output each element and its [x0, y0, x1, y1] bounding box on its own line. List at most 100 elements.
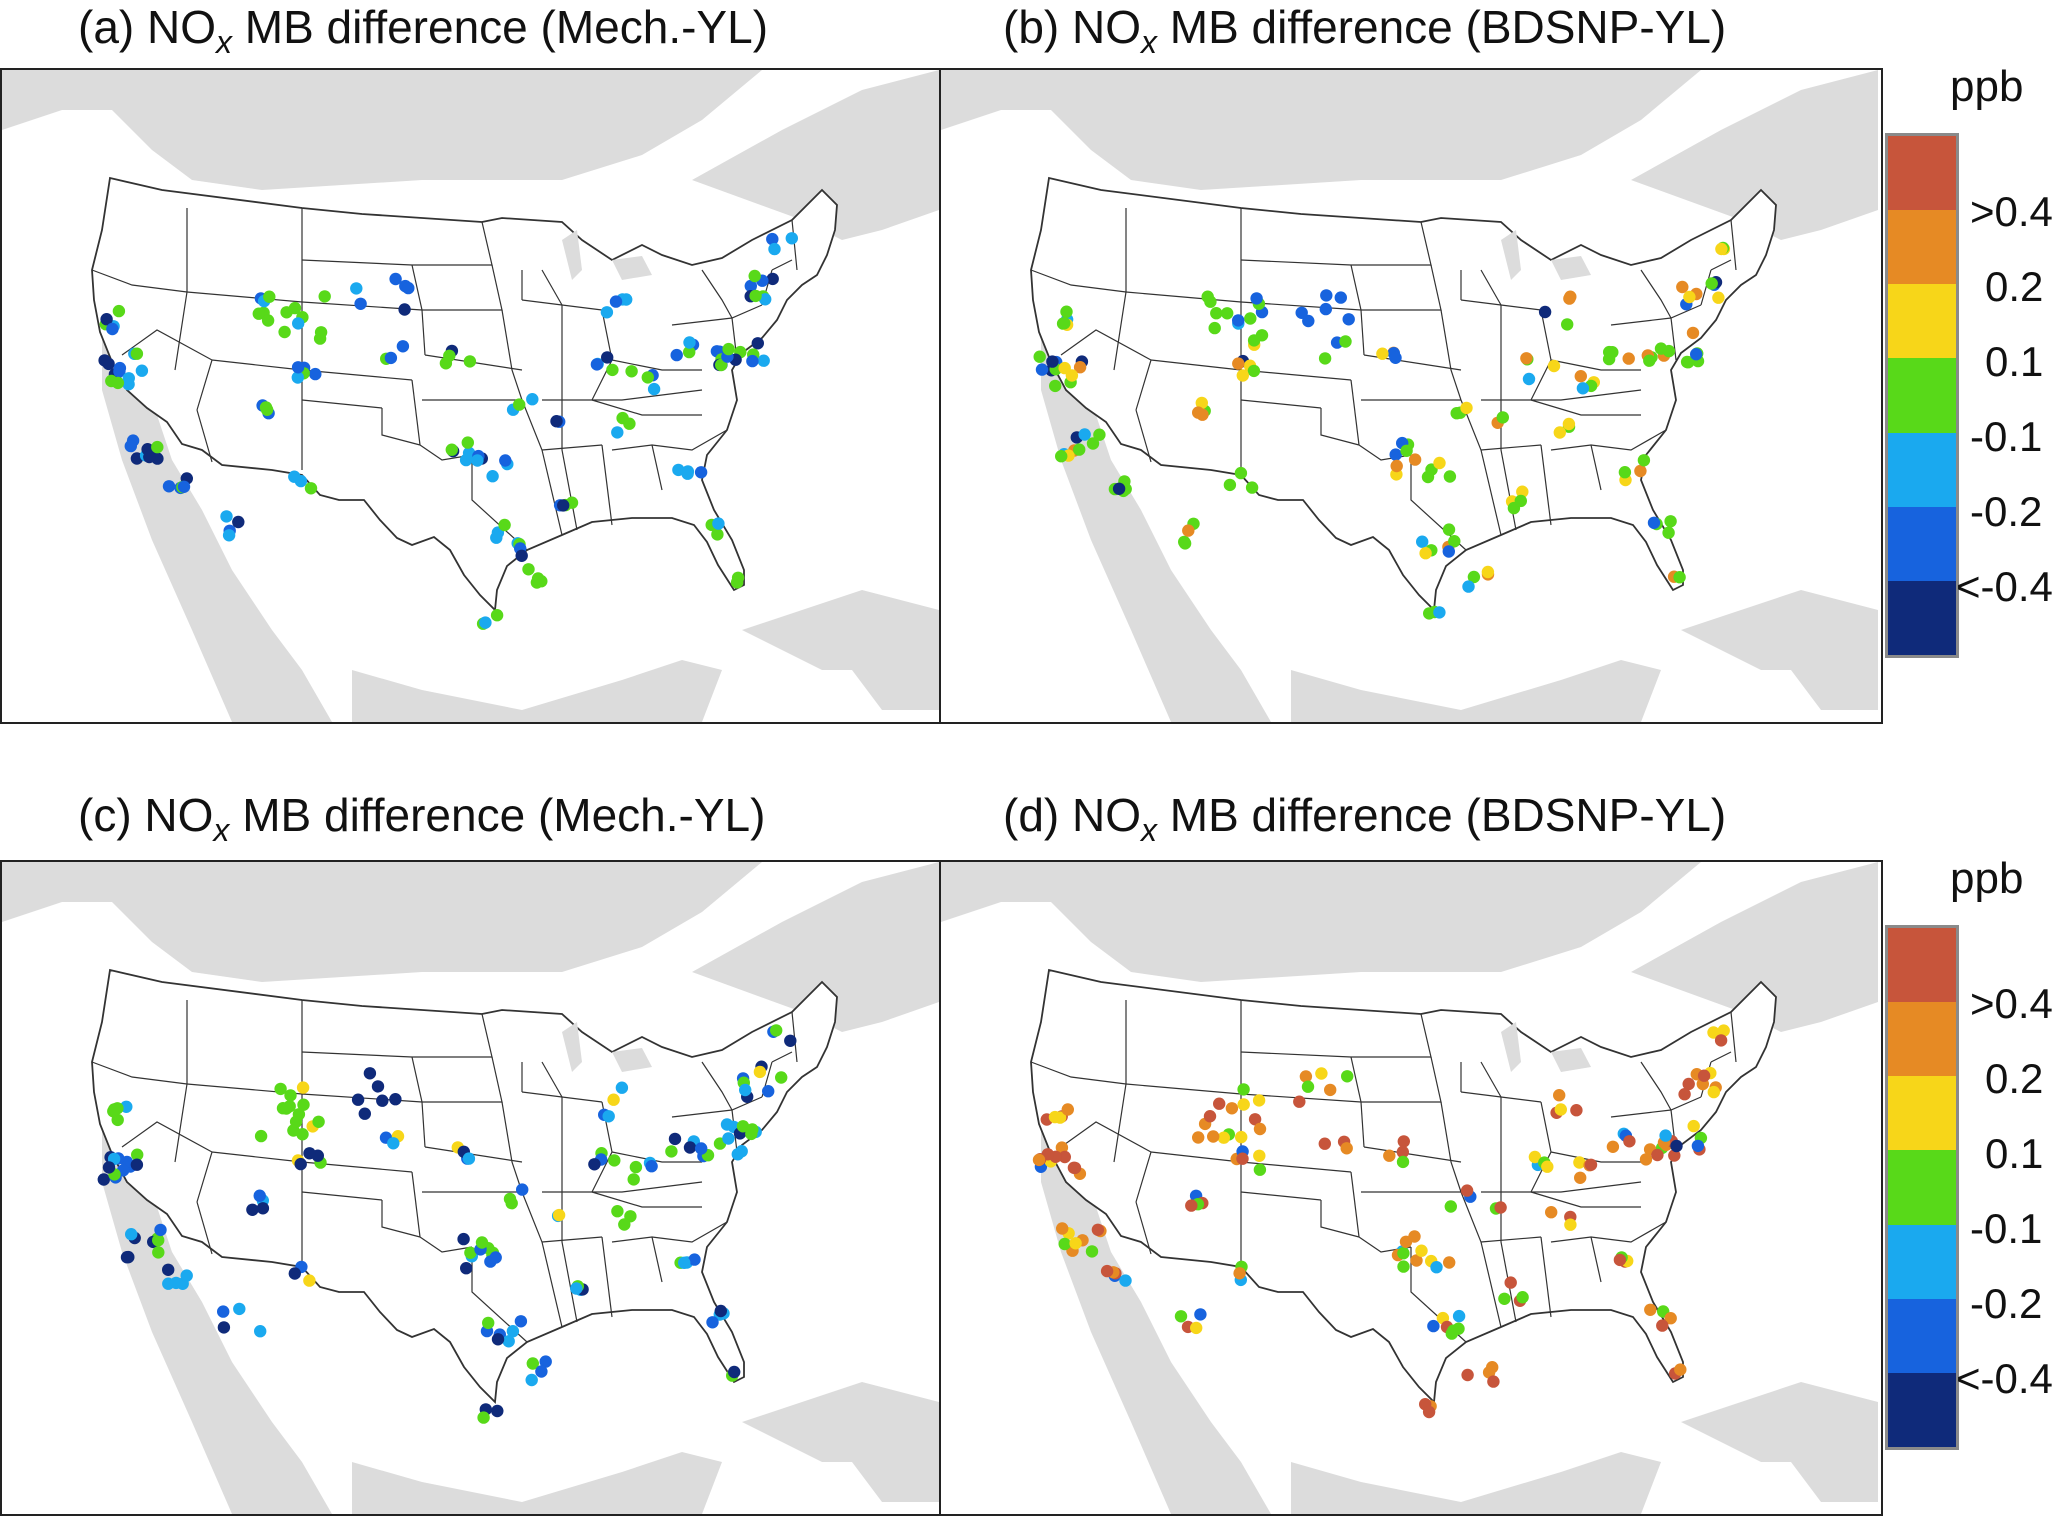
land-outside-us	[1501, 90, 1641, 140]
site-marker	[1207, 1130, 1220, 1143]
site-marker	[1520, 352, 1533, 365]
site-marker	[1073, 361, 1087, 374]
site-marker	[491, 1404, 504, 1418]
site-marker	[439, 357, 453, 370]
site-marker	[1416, 535, 1429, 548]
site-marker	[1253, 1163, 1267, 1176]
conus-outline	[91, 176, 838, 612]
colorbar-label: >0.4	[1970, 188, 2053, 235]
land-outside-us	[1291, 660, 1661, 722]
site-marker	[683, 345, 696, 359]
site-marker	[217, 1321, 231, 1334]
site-marker	[256, 1202, 270, 1215]
site-marker	[748, 269, 761, 283]
site-marker	[1673, 571, 1686, 584]
site-marker	[1056, 1222, 1069, 1235]
site-marker	[766, 232, 779, 246]
land-outside-us	[562, 882, 702, 932]
site-marker	[396, 340, 410, 353]
land-outside-us	[742, 590, 939, 670]
colorbar-swatch	[1888, 210, 1956, 285]
land-outside-us	[1791, 660, 1878, 710]
site-marker	[389, 272, 402, 286]
site-marker	[1504, 1276, 1517, 1289]
site-marker	[1547, 359, 1561, 373]
map-panel-a	[0, 68, 941, 724]
site-marker	[1678, 1088, 1691, 1101]
site-marker	[100, 313, 113, 326]
site-marker	[670, 348, 683, 362]
site-marker	[1248, 1113, 1262, 1126]
site-marker	[1390, 459, 1403, 473]
site-marker	[1397, 1260, 1410, 1273]
site-marker	[1253, 1122, 1267, 1136]
site-marker	[681, 467, 694, 480]
site-marker	[1055, 1141, 1069, 1154]
great-lakes	[612, 1048, 652, 1072]
site-marker	[1651, 1148, 1664, 1162]
site-marker	[1563, 292, 1576, 305]
land-outside-us	[1631, 70, 1878, 240]
site-marker	[1233, 1267, 1246, 1280]
site-marker	[722, 1132, 735, 1145]
site-marker	[303, 1147, 316, 1160]
site-marker	[746, 354, 759, 368]
site-marker	[1707, 1026, 1720, 1039]
site-marker	[1564, 1218, 1577, 1231]
colorbar-swatch	[1888, 1372, 1956, 1447]
site-marker	[1717, 1024, 1730, 1037]
site-marker	[1389, 351, 1402, 364]
site-marker	[1639, 1153, 1653, 1166]
site-marker	[1400, 444, 1413, 457]
site-marker	[1573, 1156, 1586, 1169]
site-marker	[402, 281, 415, 295]
site-marker	[108, 1103, 121, 1116]
site-marker	[601, 351, 614, 364]
site-marker	[376, 1094, 389, 1107]
site-marker	[398, 303, 411, 316]
site-marker	[1389, 448, 1402, 461]
site-marker	[1341, 1070, 1354, 1083]
site-marker	[291, 371, 304, 384]
site-marker	[1318, 352, 1332, 365]
site-marker	[482, 1316, 495, 1330]
site-marker	[263, 290, 276, 303]
site-marker	[1541, 1160, 1554, 1173]
site-marker	[358, 1107, 371, 1120]
site-marker	[253, 1189, 266, 1202]
site-marker	[1247, 334, 1261, 347]
site-marker	[1299, 1070, 1313, 1083]
colorbar-swatch	[1888, 284, 1956, 359]
colorbar-swatch	[1888, 1298, 1956, 1373]
site-marker	[1574, 370, 1587, 383]
site-marker	[475, 1236, 489, 1249]
site-marker	[1091, 1223, 1105, 1236]
site-marker	[1705, 277, 1718, 290]
site-marker	[125, 1228, 138, 1241]
site-marker	[1068, 1161, 1082, 1175]
land-outside-us	[1681, 590, 1878, 670]
site-marker	[728, 1365, 741, 1379]
site-marker	[1195, 396, 1208, 410]
colorbar-label: -0.1	[1970, 1205, 2043, 1252]
site-marker	[1234, 466, 1248, 480]
site-marker	[627, 1173, 640, 1186]
map-panel-b	[939, 68, 1883, 724]
site-marker	[609, 295, 623, 308]
site-marker	[1674, 1363, 1687, 1376]
site-marker	[629, 1160, 643, 1174]
site-marker	[1584, 1158, 1598, 1171]
site-marker	[312, 1115, 325, 1128]
land-outside-us	[1091, 460, 1141, 570]
colorbar-swatch	[1888, 506, 1956, 581]
site-marker	[607, 1093, 620, 1106]
site-marker	[1450, 407, 1463, 420]
land-outside-us	[692, 70, 939, 240]
site-marker	[292, 1108, 306, 1121]
site-marker	[1192, 1131, 1205, 1144]
site-marker	[1250, 292, 1263, 305]
site-marker	[1442, 523, 1456, 536]
site-marker	[1046, 355, 1059, 368]
land-outside-us	[1501, 882, 1641, 932]
site-marker	[1320, 289, 1333, 302]
